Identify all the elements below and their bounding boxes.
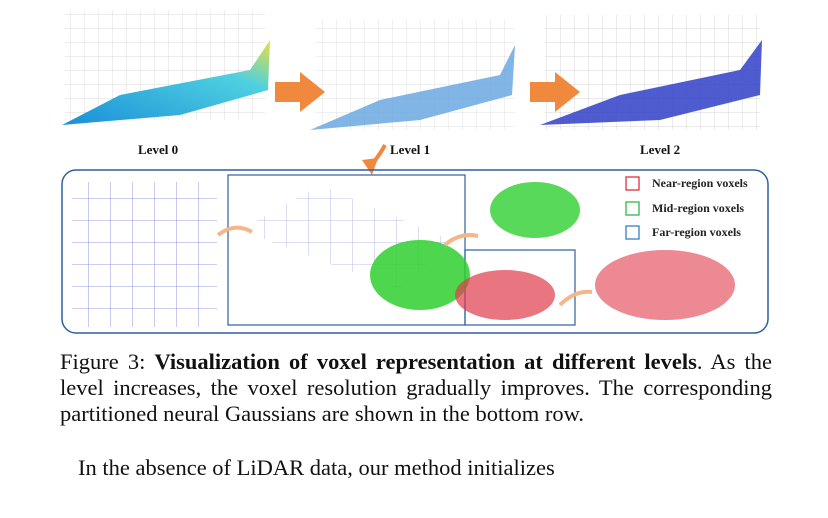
caption-label: Figure 3: [60, 349, 146, 374]
body-paragraph: In the absence of LiDAR data, our method… [78, 455, 555, 480]
detail-frame [61, 169, 769, 334]
arrow-level0-to-level1 [275, 72, 325, 112]
level-1-label: Level 1 [390, 142, 431, 157]
figure-graphic [61, 10, 769, 334]
level-2-pointcloud [540, 15, 762, 130]
figure-caption: Figure 3: Visualization of voxel represe… [60, 349, 772, 427]
arrow-level1-to-level2 [530, 72, 580, 112]
level-2-label: Level 2 [640, 142, 681, 157]
legend-far: Far-region voxels [652, 225, 741, 239]
caption-bold: Visualization of voxel representation at… [154, 349, 697, 374]
legend-mid: Mid-region voxels [652, 201, 745, 215]
level-0-pointcloud [62, 10, 270, 125]
level-0-label: Level 0 [138, 142, 179, 157]
legend-near: Near-region voxels [652, 176, 748, 190]
caption-rest: . As the level increases, the voxel reso… [60, 349, 772, 426]
legend-icons [625, 176, 640, 240]
level-1-pointcloud [310, 20, 515, 130]
